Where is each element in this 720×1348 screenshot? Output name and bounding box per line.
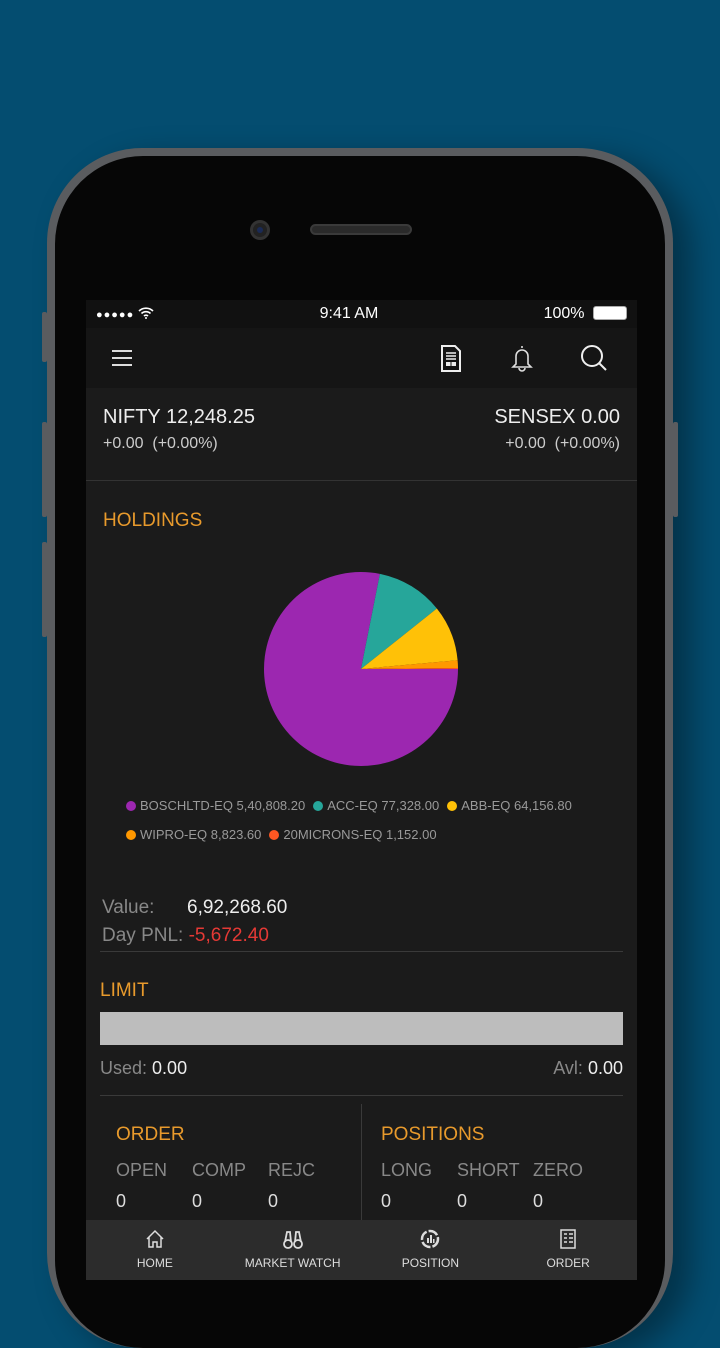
- pie-slice-wipro-eq: [361, 660, 458, 669]
- day-pnl-label: Day PNL:: [102, 925, 184, 946]
- legend-item: WIPRO-EQ 8,823.60: [126, 827, 261, 842]
- bell-icon[interactable]: [506, 342, 538, 374]
- legend-label: ABB-EQ 64,156.80: [461, 798, 572, 813]
- speaker: [310, 224, 412, 235]
- nifty-label: NIFTY: [103, 406, 161, 428]
- order-open-label: OPEN: [116, 1160, 168, 1180]
- nifty-pct: (+0.00%): [152, 435, 218, 452]
- battery: 100%: [544, 305, 627, 323]
- positions-long-value: 0: [381, 1191, 392, 1211]
- order-rejc-label: REJC: [268, 1160, 316, 1180]
- positions-zero-label: ZERO: [533, 1160, 584, 1180]
- sensex-value: 0.00: [581, 406, 620, 428]
- avl-value: 0.00: [587, 1058, 623, 1078]
- divider: [100, 1095, 623, 1096]
- pie-slice-acc-eq: [361, 573, 437, 669]
- legend-item: 20MICRONS-EQ 1,152.00: [269, 827, 437, 842]
- pie-slice-abb-eq: [361, 608, 458, 669]
- holdings-summary: Value: 6,92,268.60 Day PNL: -5,672.40: [102, 894, 287, 950]
- volume-down-button: [42, 542, 47, 637]
- holdings-legend: BOSCHLTD-EQ 5,40,808.20 ACC-EQ 77,328.00 A…: [126, 791, 606, 849]
- positions-zero-value: 0: [533, 1191, 544, 1211]
- nav-order-label: ORDER: [546, 1256, 590, 1270]
- day-pnl-value: -5,672.40: [188, 925, 269, 946]
- used-label: Used:: [100, 1058, 148, 1078]
- sensex-change: +0.00: [505, 435, 546, 452]
- binoculars-icon: [282, 1231, 303, 1249]
- order-comp-value: 0: [192, 1191, 203, 1211]
- avl-label: Avl:: [553, 1058, 583, 1078]
- clock: 9:41 AM: [319, 305, 379, 322]
- positions-title: POSITIONS: [381, 1124, 485, 1145]
- holdings-value: 6,92,268.60: [187, 897, 288, 918]
- pie-slice-20microns-eq: [361, 667, 458, 669]
- nifty-value: 12,248.25: [165, 406, 255, 428]
- signal-wifi-icon: ●●●●●: [96, 307, 154, 321]
- legend-item: BOSCHLTD-EQ 5,40,808.20: [126, 798, 305, 813]
- battery-icon: [592, 306, 627, 320]
- legend-label: 20MICRONS-EQ 1,152.00: [283, 827, 437, 842]
- legend-dot: [447, 801, 458, 811]
- positions-long-label: LONG: [381, 1160, 433, 1180]
- nav-order[interactable]: ORDER: [499, 1220, 637, 1280]
- positions-short-label: SHORT: [457, 1160, 520, 1180]
- legend-label: BOSCHLTD-EQ 5,40,808.20: [140, 798, 306, 813]
- nav-position[interactable]: POSITION: [362, 1220, 500, 1280]
- nav-home[interactable]: HOME: [86, 1220, 224, 1280]
- index-summary: NIFTY 12,248.25 +0.00 (+0.00%) SENSEX 0.…: [86, 388, 637, 481]
- app-screen: ●●●●● 9:41 AM 100% NIFTY 12,248.25 +0.00…: [86, 300, 637, 1280]
- limit-title: LIMIT: [100, 980, 149, 1001]
- search-icon[interactable]: [578, 342, 610, 374]
- camera: [250, 220, 270, 240]
- sensex-label: SENSEX: [494, 406, 576, 428]
- holdings-pie-chart: [264, 572, 458, 766]
- sensex-index[interactable]: SENSEX 0.00 +0.00 (+0.00%): [494, 406, 620, 453]
- nifty-change: +0.00: [103, 435, 144, 452]
- app-header: [86, 328, 637, 388]
- menu-icon[interactable]: [106, 342, 138, 374]
- order-open-value: 0: [116, 1191, 127, 1211]
- nav-home-label: HOME: [136, 1256, 173, 1270]
- report-icon[interactable]: [435, 342, 467, 374]
- mute-switch: [42, 312, 47, 362]
- legend-item: ABB-EQ 64,156.80: [447, 798, 572, 813]
- legend-dot: [269, 830, 280, 840]
- used-value: 0.00: [152, 1058, 188, 1078]
- sensex-pct: (+0.00%): [554, 435, 620, 452]
- legend-item: ACC-EQ 77,328.00: [313, 798, 439, 813]
- order-rejc-value: 0: [268, 1191, 279, 1211]
- limit-available: Avl: 0.00: [553, 1058, 623, 1079]
- home-icon: [146, 1229, 164, 1248]
- limit-used: Used: 0.00: [100, 1058, 187, 1079]
- order-title: ORDER: [116, 1124, 185, 1145]
- positions-short-value: 0: [457, 1191, 468, 1211]
- legend-dot: [126, 801, 136, 811]
- status-bar: ●●●●● 9:41 AM 100%: [86, 300, 637, 328]
- order-summary[interactable]: ORDER OPEN COMP REJC 0 0 0: [116, 1124, 344, 1212]
- legend-label: WIPRO-EQ 8,823.60: [140, 827, 262, 842]
- positions-summary[interactable]: POSITIONS LONG SHORT ZERO 0 0 0: [381, 1124, 609, 1212]
- nav-market-watch-label: MARKET WATCH: [244, 1256, 341, 1270]
- nifty-index[interactable]: NIFTY 12,248.25 +0.00 (+0.00%): [103, 406, 255, 453]
- limit-bar: [100, 1012, 623, 1045]
- position-icon: [421, 1229, 440, 1249]
- order-icon: [560, 1229, 576, 1249]
- order-comp-label: COMP: [192, 1160, 246, 1180]
- bottom-nav: HOME MARKET WATCH POSITION ORDER: [86, 1220, 637, 1280]
- value-label: Value:: [102, 897, 155, 918]
- power-button: [673, 422, 678, 517]
- divider-vertical: [361, 1104, 362, 1224]
- divider: [100, 951, 623, 952]
- holdings-title: HOLDINGS: [103, 510, 203, 531]
- nav-position-label: POSITION: [401, 1256, 460, 1270]
- battery-percent: 100%: [543, 305, 585, 322]
- nav-market-watch[interactable]: MARKET WATCH: [224, 1220, 362, 1280]
- legend-label: ACC-EQ 77,328.00: [327, 798, 440, 813]
- legend-dot: [313, 801, 324, 811]
- volume-up-button: [42, 422, 47, 517]
- legend-dot: [126, 830, 136, 840]
